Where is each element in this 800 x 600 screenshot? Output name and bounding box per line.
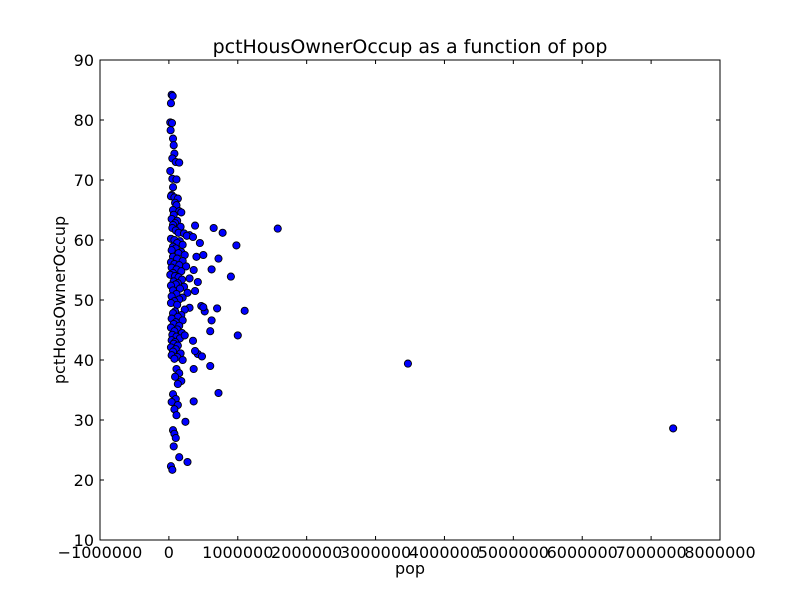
y-tick-label: 30 xyxy=(74,411,94,430)
data-point xyxy=(209,223,218,233)
data-point xyxy=(403,359,412,368)
chart-title: pctHousOwnerOccup as a function of pop xyxy=(213,36,608,58)
data-point xyxy=(173,379,182,389)
x-tick-label: 1000000 xyxy=(202,543,273,562)
data-point xyxy=(171,372,180,381)
data-point xyxy=(167,246,176,255)
data-point xyxy=(168,465,177,474)
data-point xyxy=(185,274,194,283)
y-tick-label: 60 xyxy=(74,231,94,250)
points-layer xyxy=(166,90,678,474)
data-point xyxy=(171,433,180,443)
y-tick-label: 50 xyxy=(74,291,94,310)
x-tick-label: −1000000 xyxy=(58,543,143,562)
y-tick-label: 40 xyxy=(74,351,94,370)
data-point xyxy=(167,118,177,128)
data-point xyxy=(183,288,192,297)
data-point xyxy=(191,286,200,296)
x-axis-label: pop xyxy=(395,559,425,578)
data-point xyxy=(170,354,179,363)
data-point xyxy=(169,141,178,150)
data-point xyxy=(206,327,215,336)
data-point xyxy=(168,183,178,192)
ticks-layer xyxy=(99,59,721,541)
data-point xyxy=(226,272,235,281)
x-tick-labels: −1000000 0 1000000200000030000004000000500… xyxy=(58,543,756,562)
data-point xyxy=(192,252,201,261)
y-tick-label: 10 xyxy=(74,531,94,550)
data-point xyxy=(168,91,177,101)
x-tick-label: 2000000 xyxy=(271,543,342,562)
data-point xyxy=(206,361,215,371)
data-point xyxy=(193,277,202,287)
data-point xyxy=(183,457,192,467)
data-point xyxy=(188,336,198,345)
data-point xyxy=(181,417,190,426)
data-point xyxy=(199,250,208,260)
data-point xyxy=(175,453,184,462)
y-tick-label: 20 xyxy=(74,471,94,490)
data-point xyxy=(177,208,186,217)
data-point xyxy=(180,331,189,340)
data-point xyxy=(233,331,242,340)
data-point xyxy=(207,265,216,274)
data-point xyxy=(273,224,282,233)
data-point xyxy=(197,352,207,361)
data-point xyxy=(218,228,227,237)
data-point xyxy=(166,126,175,135)
y-tick-label: 90 xyxy=(74,51,94,70)
data-point xyxy=(172,175,181,184)
data-point xyxy=(214,254,223,263)
data-point xyxy=(213,304,222,313)
data-point xyxy=(207,316,216,325)
x-tick-label: 7000000 xyxy=(615,543,686,562)
data-point xyxy=(169,442,178,451)
data-point xyxy=(214,388,223,398)
data-point xyxy=(191,221,200,230)
x-tick-label: 6000000 xyxy=(547,543,618,562)
data-point xyxy=(166,166,175,176)
x-tick-label: 4000000 xyxy=(409,543,480,562)
data-point xyxy=(191,346,200,356)
data-point xyxy=(182,262,191,271)
data-point xyxy=(175,158,184,167)
data-point xyxy=(168,134,178,143)
data-point xyxy=(195,238,204,248)
y-axis-label: pctHousOwnerOccup xyxy=(50,216,69,384)
data-point xyxy=(189,265,198,275)
data-point xyxy=(173,300,182,309)
data-point xyxy=(189,364,198,374)
x-tick-label: 8000000 xyxy=(684,543,755,562)
y-tick-label: 70 xyxy=(74,171,94,190)
data-point xyxy=(178,355,187,365)
x-tick-label: 0 xyxy=(164,543,174,562)
y-tick-labels: 10 20 30 40 50 60 70 80 90 xyxy=(74,51,94,550)
data-point xyxy=(232,241,241,250)
data-point xyxy=(189,397,198,406)
data-point xyxy=(240,306,249,315)
data-point xyxy=(188,232,198,242)
data-point xyxy=(166,99,176,108)
data-point xyxy=(199,303,208,312)
data-point xyxy=(178,240,187,249)
y-tick-label: 80 xyxy=(74,111,94,130)
x-tick-label: 5000000 xyxy=(478,543,549,562)
data-point xyxy=(172,411,181,420)
x-tick-label: 3000000 xyxy=(340,543,411,562)
data-point xyxy=(669,424,678,433)
